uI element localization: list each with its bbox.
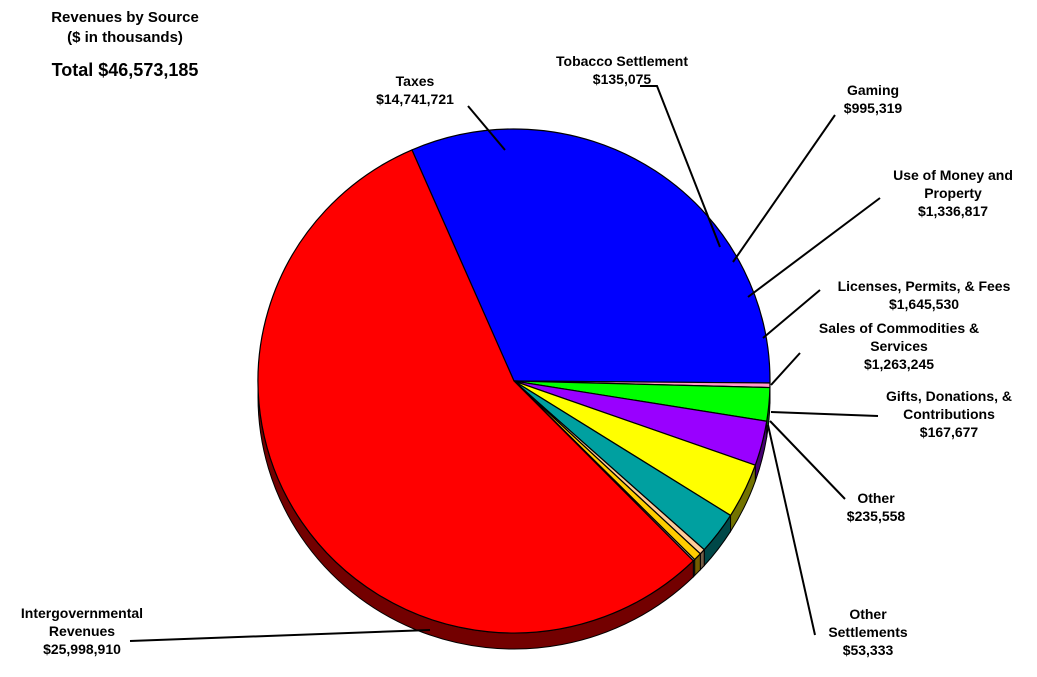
- value-label: $25,998,910: [43, 641, 121, 657]
- slice-taxes: [411, 128, 771, 384]
- category-label: Contributions: [903, 406, 995, 422]
- label-intergovernmental-revenues: Intergovernmental Revenues $25,998,910: [21, 605, 143, 657]
- label-other: Other $235,558: [847, 490, 906, 524]
- label-gaming: Gaming $995,319: [844, 82, 903, 116]
- category-label: Other: [857, 490, 895, 506]
- category-label: Property: [924, 185, 982, 201]
- leader-line-taxes: [467, 105, 506, 151]
- category-label: Tobacco Settlement: [556, 53, 688, 69]
- category-label: Other: [849, 606, 887, 622]
- category-label: Licenses, Permits, & Fees: [838, 278, 1011, 294]
- label-tobacco-settlement: Tobacco Settlement $135,075: [556, 53, 688, 87]
- category-label: Gifts, Donations, &: [886, 388, 1012, 404]
- value-label: $1,263,245: [864, 356, 934, 372]
- label-other-settlements: Other Settlements $53,333: [828, 606, 908, 658]
- category-label: Settlements: [828, 624, 908, 640]
- slice-labels: Taxes $14,741,721 Tobacco Settlement $135,0…: [21, 53, 1013, 658]
- leader-line-sales-of-commodities-services: [770, 352, 801, 386]
- value-label: $53,333: [843, 642, 894, 658]
- category-label: Use of Money and: [893, 167, 1013, 183]
- leader-line-gifts-donations-contributions: [770, 411, 879, 417]
- label-licenses-permits-fees: Licenses, Permits, & Fees $1,645,530: [838, 278, 1011, 312]
- value-label: $14,741,721: [376, 91, 454, 107]
- value-label: $167,677: [920, 424, 979, 440]
- leader-line-licenses-permits-fees: [762, 289, 821, 339]
- label-use-of-money-and-property: Use of Money and Property $1,336,817: [893, 167, 1013, 219]
- category-label: Revenues: [49, 623, 115, 639]
- category-label: Sales of Commodities &: [819, 320, 979, 336]
- label-taxes: Taxes $14,741,721: [376, 73, 454, 107]
- value-label: $1,645,530: [889, 296, 959, 312]
- value-label: $135,075: [593, 71, 652, 87]
- category-label: Taxes: [396, 73, 435, 89]
- value-label: $995,319: [844, 100, 903, 116]
- leader-line-intergovernmental-revenues: [129, 629, 431, 642]
- leader-line-other: [769, 420, 846, 500]
- value-label: $235,558: [847, 508, 906, 524]
- slice-intergovernmental-revenues: [257, 149, 694, 634]
- chart-title: Revenues by Source: [51, 9, 199, 26]
- label-sales-of-commodities-services: Sales of Commodities & Services $1,263,245: [819, 320, 979, 372]
- chart-total: Total $46,573,185: [51, 60, 199, 80]
- pie-slices: [257, 128, 771, 634]
- label-gifts-donations-contributions: Gifts, Donations, & Contributions $167,677: [886, 388, 1012, 440]
- leader-line-gaming: [732, 114, 836, 263]
- category-label: Services: [870, 338, 928, 354]
- leader-line-tobacco-settlement: [640, 85, 721, 248]
- category-label: Gaming: [847, 82, 899, 98]
- value-label: $1,336,817: [918, 203, 988, 219]
- leader-line-use-of-money-and-property: [747, 197, 881, 298]
- leader-line-other-settlements: [767, 424, 816, 636]
- chart-subtitle: ($ in thousands): [67, 29, 183, 46]
- category-label: Intergovernmental: [21, 605, 143, 621]
